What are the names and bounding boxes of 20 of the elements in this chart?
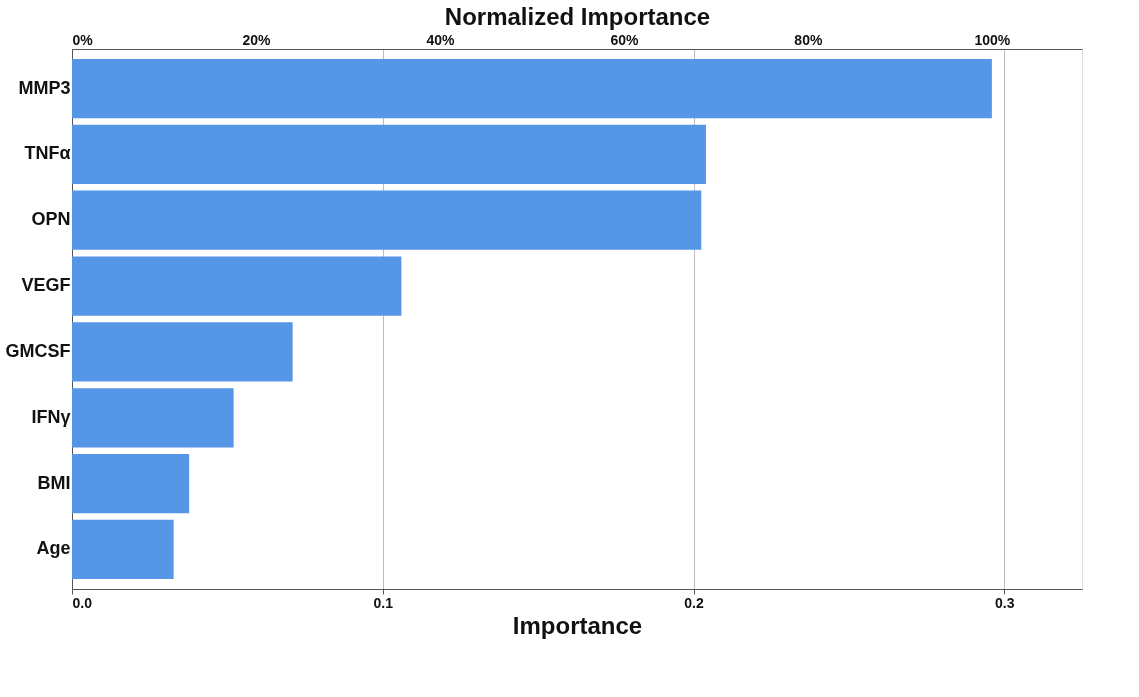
- x-tick-label: 0.3: [995, 594, 1015, 611]
- x2-tick-label: 20%: [242, 31, 272, 48]
- y-tick-label: Age: [36, 538, 71, 559]
- x-tick-label: 0.1: [373, 594, 394, 611]
- x-tick-label: 0.0: [72, 594, 93, 611]
- x2-tick-label: 60%: [610, 31, 639, 48]
- y-tick-label: TNFα: [24, 143, 71, 164]
- x2-tick-label: 0%: [72, 31, 94, 48]
- y-tick-label: OPN: [31, 209, 71, 230]
- y-tick-label: GMCSF: [5, 340, 71, 361]
- y-tick-label: IFNγ: [31, 406, 71, 427]
- y-tick-label: BMI: [37, 472, 71, 493]
- x2-tick-label: 80%: [794, 31, 823, 48]
- x2-tick-label: 40%: [426, 31, 455, 48]
- x-tick-label: 0.2: [684, 594, 704, 611]
- y-tick-label: VEGF: [21, 275, 71, 296]
- x2-axis-title: Normalized Importance: [444, 2, 711, 30]
- x-axis-title: Importance: [512, 611, 643, 639]
- y-tick-label: MMP3: [18, 77, 71, 98]
- x2-tick-label: 100%: [974, 31, 1011, 48]
